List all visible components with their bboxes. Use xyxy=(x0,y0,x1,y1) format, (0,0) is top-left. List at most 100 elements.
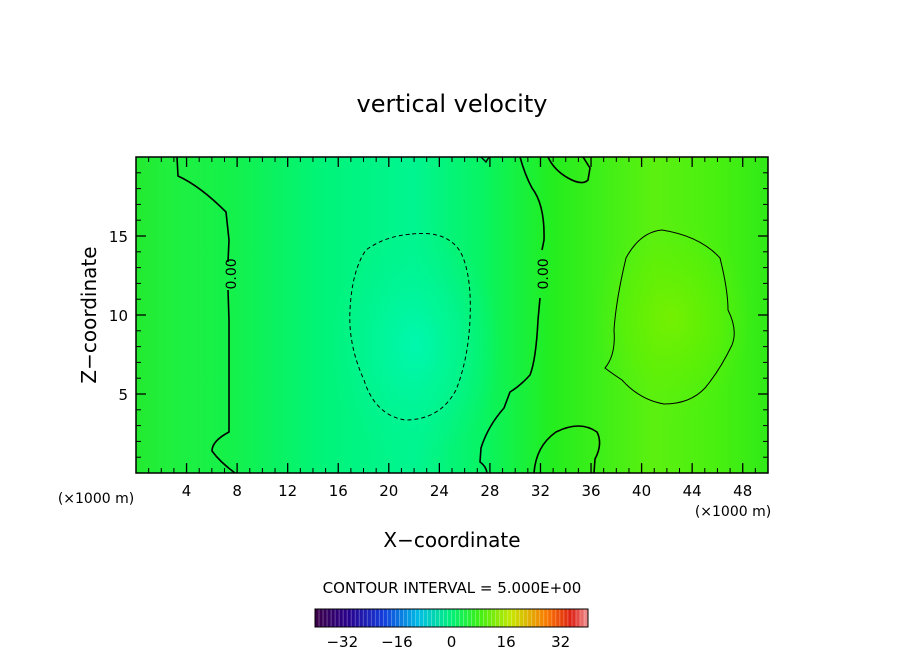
colorbar-segment xyxy=(379,609,384,627)
colorbar-segment xyxy=(487,609,492,627)
colorbar-segment xyxy=(503,609,509,627)
colorbar xyxy=(314,608,589,628)
zero-contour-top xyxy=(547,157,591,184)
colorbar-segment xyxy=(387,609,392,627)
colorbar-ticks: −32 −16 0 16 32 xyxy=(326,633,570,651)
colorbar-segment xyxy=(471,609,476,627)
negative-core-shading xyxy=(330,225,500,465)
colorbar-tick-label: 0 xyxy=(447,633,457,651)
colorbar-segment xyxy=(523,609,529,627)
contour-label-left: 0.00 xyxy=(224,258,240,289)
colorbar-segment xyxy=(531,609,537,627)
zero-contour-middle xyxy=(479,157,545,473)
x-tick-label: 32 xyxy=(531,482,550,500)
x-tick-label: 48 xyxy=(733,482,752,500)
colorbar-segment xyxy=(371,609,376,627)
x-tick-label: 40 xyxy=(632,482,651,500)
colorbar-segment xyxy=(351,609,356,627)
colorbar-segment xyxy=(423,609,428,627)
colorbar-segment xyxy=(435,609,440,627)
contour-label-middle: 0.00 xyxy=(536,258,552,289)
x-tick-label: 36 xyxy=(581,482,600,500)
colorbar-segment xyxy=(459,609,464,627)
colorbar-segment xyxy=(403,609,408,627)
colorbar-segment xyxy=(511,609,517,627)
zero-contour-left xyxy=(176,157,236,473)
colorbar-segment xyxy=(383,609,388,627)
colorbar-segment xyxy=(439,609,444,627)
colorbar-segment xyxy=(467,609,472,627)
x-tick-label: 28 xyxy=(480,482,499,500)
plot-field xyxy=(136,157,768,473)
colorbar-segment xyxy=(431,609,436,627)
x-tick-label: 20 xyxy=(379,482,398,500)
colorbar-segment xyxy=(559,609,565,627)
colorbar-segment xyxy=(415,609,420,627)
colorbar-segment xyxy=(343,609,348,627)
x-axis-ticks: 4 8 12 16 20 24 28 32 36 40 44 48 xyxy=(182,157,752,500)
colorbar-segment xyxy=(563,609,569,627)
colorbar-segment xyxy=(399,609,404,627)
colorbar-segment xyxy=(363,609,368,627)
colorbar-tick-label: −16 xyxy=(381,633,413,651)
colorbar-segment xyxy=(479,609,484,627)
x-tick-label: 16 xyxy=(329,482,348,500)
colorbar-segment xyxy=(463,609,468,627)
chart-title: vertical velocity xyxy=(357,90,548,118)
colorbar-segment xyxy=(575,609,581,627)
colorbar-segment xyxy=(547,609,553,627)
colorbar-segment xyxy=(507,609,513,627)
colorbar-segment xyxy=(327,609,332,627)
colorbar-segment xyxy=(583,609,589,627)
zero-contour-bottom xyxy=(533,425,601,473)
y-tick-label: 10 xyxy=(109,307,128,325)
colorbar-tick-label: −32 xyxy=(326,633,358,651)
colorbar-segment xyxy=(427,609,432,627)
colorbar-segment xyxy=(495,609,500,627)
x-unit-label: (×1000 m) xyxy=(695,504,771,520)
colorbar-segment xyxy=(319,609,324,627)
y-tick-label: 15 xyxy=(109,228,128,246)
colorbar-segment xyxy=(555,609,561,627)
x-axis-label: X−coordinate xyxy=(383,528,520,552)
zero-contour-corner xyxy=(480,157,490,164)
colorbar-segment xyxy=(475,609,480,627)
colorbar-segment xyxy=(535,609,541,627)
colorbar-segment xyxy=(455,609,460,627)
colorbar-segment xyxy=(411,609,416,627)
colorbar-segment xyxy=(443,609,448,627)
colorbar-segment xyxy=(315,609,320,627)
colorbar-segment xyxy=(407,609,412,627)
minor-ticks xyxy=(136,157,768,473)
colorbar-segment xyxy=(367,609,372,627)
colorbar-segment xyxy=(355,609,360,627)
colorbar-tick-label: 32 xyxy=(551,633,570,651)
colorbar-segment xyxy=(331,609,336,627)
x-tick-label: 44 xyxy=(683,482,702,500)
colorbar-segment xyxy=(339,609,344,627)
colorbar-segment xyxy=(543,609,549,627)
positive-contour xyxy=(604,229,735,405)
colorbar-segment xyxy=(579,609,585,627)
y-unit-label: (×1000 m) xyxy=(58,491,134,507)
colorbar-segment xyxy=(551,609,557,627)
colorbar-segment xyxy=(375,609,380,627)
x-tick-label: 8 xyxy=(232,482,242,500)
colorbar-segment xyxy=(491,609,496,627)
x-tick-label: 12 xyxy=(278,482,297,500)
colorbar-segment xyxy=(419,609,424,627)
colorbar-segment xyxy=(347,609,352,627)
colorbar-segment xyxy=(539,609,545,627)
y-axis-label: Z−coordinate xyxy=(77,246,101,383)
x-tick-label: 24 xyxy=(430,482,449,500)
colorbar-segment xyxy=(451,609,456,627)
colorbar-frame xyxy=(314,608,589,628)
colorbar-segment xyxy=(499,609,504,627)
colorbar-segment xyxy=(483,609,488,627)
colorbar-segment xyxy=(515,609,521,627)
colorbar-segment xyxy=(519,609,525,627)
colorbar-segment xyxy=(447,609,452,627)
y-tick-label: 5 xyxy=(118,386,128,404)
positive-core-shading xyxy=(594,218,750,418)
